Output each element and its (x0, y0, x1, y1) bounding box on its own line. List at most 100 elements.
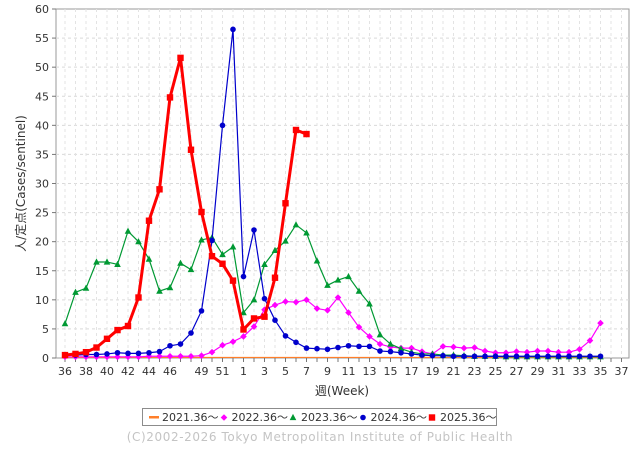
x-tick-label: 7 (303, 365, 310, 378)
data-point (103, 258, 111, 265)
x-tick-label: 36 (58, 365, 72, 378)
x-tick-label: 33 (573, 365, 587, 378)
x-tick-label: 17 (405, 365, 419, 378)
data-point (250, 296, 258, 303)
data-point (188, 330, 194, 336)
x-tick-label: 21 (447, 365, 461, 378)
data-point (314, 345, 320, 352)
data-point (419, 352, 425, 358)
x-tick-label: 1 (240, 365, 247, 378)
legend-label: 2024.36～ (370, 411, 428, 424)
data-point (345, 272, 352, 280)
data-point (250, 315, 258, 322)
data-point (566, 353, 572, 360)
legend-item: 2025.36～ (427, 409, 497, 425)
x-tick-label: 23 (468, 365, 482, 378)
data-point (450, 343, 457, 351)
data-point (177, 341, 184, 347)
chart-legend: 2021.36～ 2022.36～ 2023.36～ 2024.36～ 2025.36～ (142, 408, 497, 426)
data-point (597, 319, 604, 327)
x-tick-label: 31 (552, 365, 566, 378)
data-point (114, 349, 121, 356)
x-tick-label: 25 (489, 365, 503, 378)
data-point (114, 260, 121, 267)
legend-item: 2022.36～ (219, 409, 289, 425)
data-point (187, 352, 195, 360)
data-point (198, 352, 205, 359)
y-tick-label: 0 (42, 352, 49, 365)
data-point (250, 323, 258, 330)
gridlines (56, 9, 629, 358)
data-point (177, 54, 184, 62)
y-axis-label: 人/定点(Cases/sentinel) (13, 115, 28, 252)
data-point (261, 313, 268, 320)
data-point (355, 287, 363, 294)
data-point (503, 353, 509, 360)
series-line (65, 28, 601, 357)
x-tick-label: 19 (426, 365, 440, 378)
data-point (282, 298, 289, 305)
data-point (376, 331, 384, 338)
data-point (292, 221, 300, 228)
data-point (576, 353, 583, 360)
data-point (72, 350, 79, 358)
data-point (82, 284, 90, 291)
data-point (534, 353, 541, 360)
data-point (229, 338, 237, 346)
data-point (439, 343, 447, 350)
data-point (229, 277, 237, 284)
data-point (282, 237, 289, 244)
x-tick-label: 51 (216, 365, 230, 378)
data-point (198, 308, 205, 314)
data-point (450, 353, 457, 360)
y-tick-label: 30 (35, 178, 49, 191)
legend-swatch (428, 414, 436, 421)
data-point (471, 344, 478, 351)
data-point (135, 353, 142, 361)
data-point (271, 274, 279, 281)
data-point (82, 348, 90, 356)
legend-label: 2022.36～ (231, 411, 289, 424)
data-point (282, 200, 289, 207)
data-point (156, 348, 163, 355)
data-point (251, 227, 257, 233)
data-point (187, 265, 195, 273)
copyright-text: (C)2002-2026 Tokyo Metropolitan Institut… (126, 430, 514, 444)
data-point (219, 260, 226, 267)
data-point (377, 348, 383, 354)
data-point (61, 320, 69, 327)
data-point (460, 344, 468, 352)
data-point (335, 344, 341, 351)
data-point (145, 255, 153, 262)
data-point (240, 273, 247, 280)
y-tick-label: 5 (42, 323, 49, 336)
data-point (177, 259, 184, 266)
data-point (303, 130, 310, 138)
x-tick-label: 11 (342, 365, 356, 378)
data-point (198, 236, 205, 243)
data-point (93, 258, 100, 265)
data-point (93, 351, 100, 358)
data-point (555, 353, 562, 360)
data-point (271, 301, 279, 309)
data-point (334, 294, 342, 301)
y-tick-label: 55 (35, 32, 49, 45)
data-point (208, 253, 216, 260)
data-point (524, 353, 530, 360)
data-point (72, 288, 79, 295)
x-tick-label: 5 (282, 365, 289, 378)
y-tick-label: 60 (35, 3, 49, 16)
x-tick-label: 44 (142, 365, 156, 378)
data-point (156, 352, 163, 360)
data-point (124, 227, 132, 234)
data-point (293, 339, 299, 346)
data-point (166, 352, 174, 360)
data-point (366, 343, 373, 350)
x-axis-label: 週(Week) (315, 384, 369, 398)
data-point (261, 260, 268, 267)
x-tick-label: 35 (594, 365, 608, 378)
data-point (355, 323, 363, 331)
data-point (481, 347, 489, 355)
data-point (124, 322, 132, 330)
